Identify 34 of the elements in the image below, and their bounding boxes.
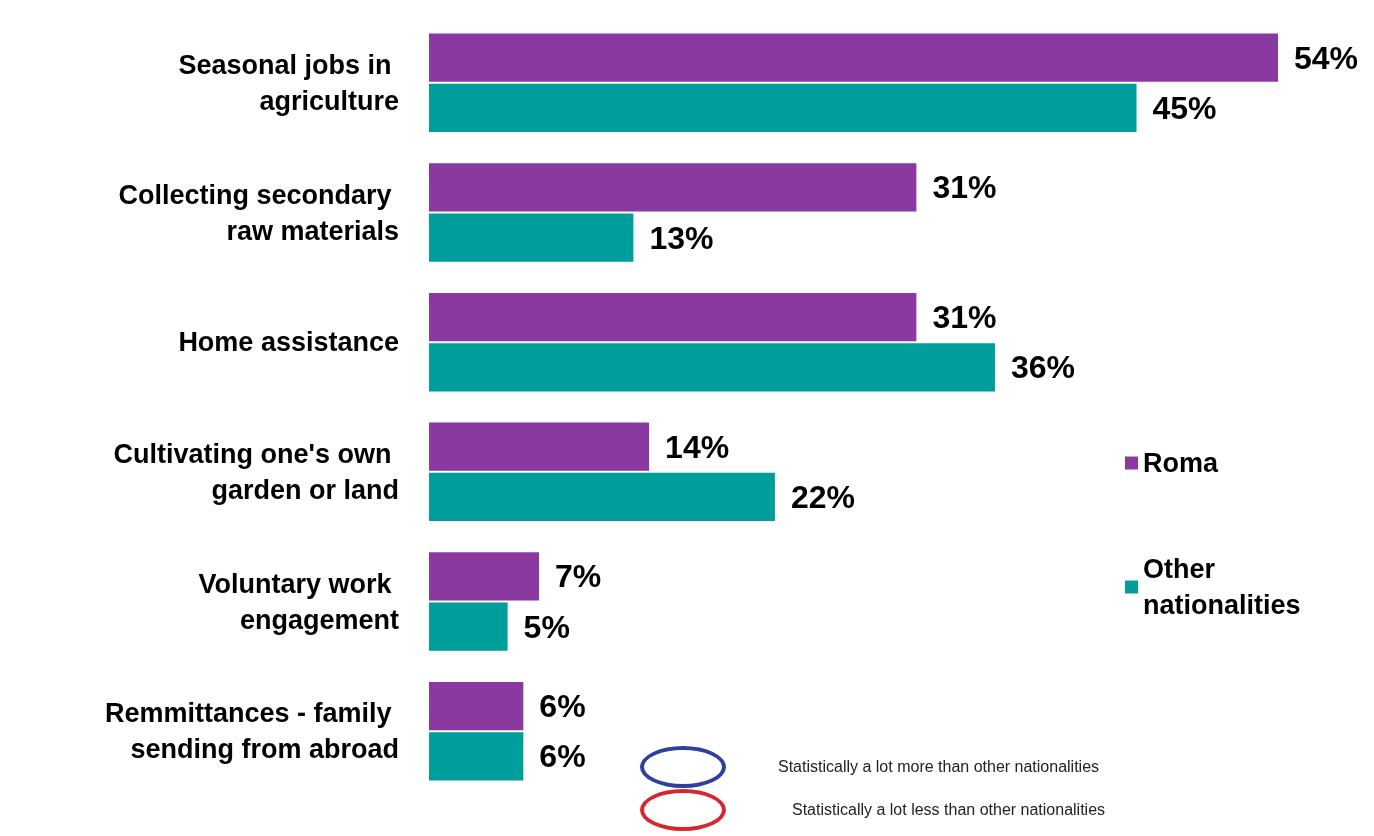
bar — [429, 163, 917, 212]
data-label: 36% — [1011, 349, 1076, 386]
bar — [429, 213, 634, 262]
legend-label: Other nationalities — [1143, 554, 1301, 620]
y-tick-label: Cultivating one's own garden or land — [113, 438, 399, 505]
annotation: Statistically a lot more than other nationalities — [778, 758, 1100, 776]
data-label: 5% — [523, 608, 570, 645]
y-tick-label: Voluntary work engagement — [198, 568, 399, 635]
y-tick-label: Collecting secondary raw materials — [118, 179, 399, 246]
data-label: 6% — [539, 738, 586, 775]
bar — [429, 681, 524, 731]
data-label: 31% — [932, 169, 997, 206]
data-label: 31% — [932, 299, 997, 336]
data-label: 54% — [1294, 39, 1359, 76]
bar — [429, 33, 1278, 82]
legend-label: Roma — [1143, 448, 1219, 478]
data-label: 6% — [539, 688, 586, 725]
data-label: 7% — [555, 558, 602, 595]
bar — [429, 343, 995, 392]
bar — [429, 732, 524, 781]
y-tick-label: Seasonal jobs in agriculture — [178, 49, 399, 116]
bar — [429, 292, 917, 342]
bar — [429, 602, 508, 651]
text: Statistically a lot less than other nationalities — [792, 801, 1106, 819]
bar — [429, 472, 775, 522]
y-tick-label: Home assistance — [178, 327, 399, 358]
data-label: 45% — [1152, 89, 1217, 126]
bar — [429, 552, 540, 601]
bar — [429, 83, 1137, 133]
data-label: 14% — [665, 428, 730, 465]
data-label: 13% — [649, 219, 714, 256]
bar — [429, 422, 650, 471]
data-label: 22% — [790, 478, 855, 515]
y-tick-label: Remmittances - family sending from abroad — [104, 698, 399, 765]
